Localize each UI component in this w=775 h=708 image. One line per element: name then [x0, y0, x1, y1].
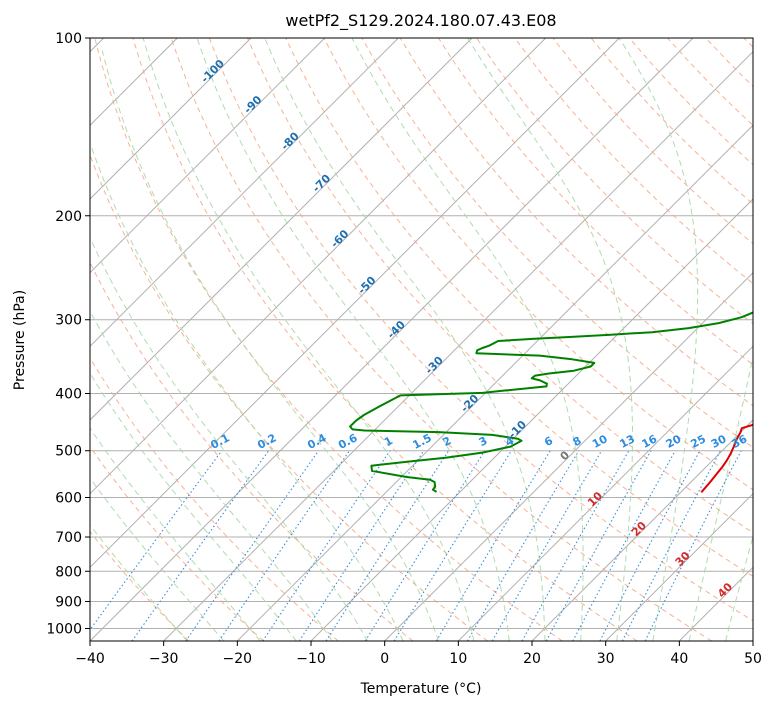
- moist-adiabat-line: [90, 427, 261, 641]
- x-tick-label: −30: [149, 651, 179, 667]
- dry-adiabat-line: [170, 38, 712, 641]
- x-axis-label: Temperature (°C): [360, 681, 482, 697]
- y-tick-label: 200: [55, 209, 82, 225]
- mixing-ratio-label: 20: [664, 432, 684, 451]
- mixing-ratio-line: [644, 450, 742, 641]
- mixing-ratio-line: [185, 450, 320, 641]
- mixing-ratio-line: [298, 450, 425, 641]
- isotherm-line: [310, 198, 753, 641]
- moist-adiabat-line: [90, 141, 404, 641]
- dry-adiabat-line: [90, 153, 488, 641]
- moist-adiabat-line: [90, 524, 188, 641]
- mixing-ratio-line: [364, 450, 486, 641]
- mixing-ratio-label: 25: [688, 432, 708, 451]
- isotherm-line: [90, 38, 547, 495]
- moist-adiabat-line: [688, 354, 753, 641]
- mixing-ratio-label: 30: [709, 432, 729, 451]
- dry-adiabat-line: [208, 38, 753, 622]
- mixing-ratio-label: 10: [590, 432, 610, 451]
- temperature-profile-line: [700, 423, 753, 493]
- mixing-ratio-label: 36: [730, 432, 750, 451]
- x-tick-label: 30: [597, 651, 615, 667]
- mixing-ratio-label: 16: [640, 432, 660, 451]
- moist-adiabat-line: [90, 310, 333, 641]
- x-tick-label: −40: [75, 651, 105, 667]
- isotherm-line: [90, 38, 252, 200]
- dry-adiabat-line: [94, 38, 563, 641]
- y-axis-label: Pressure (hPa): [12, 290, 28, 390]
- dry-adiabat-line: [399, 38, 753, 407]
- x-tick-label: −20: [223, 651, 253, 667]
- dry-adiabat-line: [90, 356, 339, 641]
- x-tick-label: 10: [449, 651, 467, 667]
- moist-adiabat-line: [264, 38, 546, 641]
- mixing-ratio-line: [325, 450, 450, 641]
- dry-adiabat-line: [285, 38, 753, 534]
- y-tick-label: 400: [55, 387, 82, 403]
- y-tick-label: 100: [55, 31, 82, 47]
- mixing-ratio-line: [90, 450, 223, 631]
- mixing-ratio-line: [393, 450, 512, 641]
- isotherm-line: [384, 271, 753, 641]
- mixing-ratio-line: [491, 450, 602, 641]
- moist-adiabat-line: [196, 38, 510, 641]
- y-tick-label: 800: [55, 564, 82, 580]
- dry-adiabat-line: [90, 530, 190, 641]
- isotherm-line: [90, 38, 620, 569]
- moist-adiabat-line: [351, 38, 584, 641]
- dry-adiabat-line: [90, 261, 414, 641]
- y-tick-label: 900: [55, 594, 82, 610]
- y-tick-label: 300: [55, 313, 82, 329]
- isotherm-line: [605, 492, 753, 641]
- isotherm-line: [163, 50, 753, 641]
- moist-adiabat-line: [725, 534, 753, 641]
- moist-adiabat-line: [90, 236, 369, 641]
- x-tick-label: −10: [296, 651, 326, 667]
- dry-adiabat-line: [90, 445, 264, 641]
- y-tick-label: 500: [55, 444, 82, 460]
- dry-adiabat-line: [437, 38, 753, 366]
- isotherm-line: [236, 124, 753, 641]
- isotherm-line: [90, 38, 399, 348]
- y-tick-label: 700: [55, 530, 82, 546]
- x-tick-label: 0: [380, 651, 389, 667]
- mixing-ratio-line: [521, 450, 630, 641]
- dry-adiabat-line: [132, 38, 638, 641]
- dewpoint-profile-line: [349, 311, 753, 493]
- moist-adiabat-line: [90, 372, 297, 641]
- isotherm-line: [90, 38, 694, 641]
- mixing-ratio-line: [621, 450, 721, 641]
- y-tick-label: 600: [55, 490, 82, 506]
- mixing-ratio-line: [218, 450, 350, 641]
- chart-title: wetPf2_S129.2024.180.07.43.E08: [285, 11, 556, 31]
- mixing-ratio-line: [545, 450, 652, 641]
- moist-adiabat-line: [618, 38, 699, 641]
- dry-adiabat-line: [514, 38, 753, 285]
- mixing-ratio-label: 13: [617, 432, 637, 451]
- x-tick-label: 20: [523, 651, 541, 667]
- moist-adiabat-line: [467, 38, 633, 641]
- isotherm-line: [531, 419, 753, 641]
- mixing-ratio-line: [131, 450, 270, 641]
- moist-adiabat-line: [90, 477, 225, 641]
- y-tick-label: 1000: [46, 621, 82, 637]
- dry-adiabat-line: [247, 38, 753, 577]
- x-tick-label: 40: [670, 651, 688, 667]
- isotherm-line: [90, 38, 326, 274]
- isotherm-line: [457, 345, 753, 641]
- isotherm-line: [90, 38, 473, 421]
- mixing-ratio-line: [262, 450, 391, 641]
- x-tick-label: 50: [744, 651, 762, 667]
